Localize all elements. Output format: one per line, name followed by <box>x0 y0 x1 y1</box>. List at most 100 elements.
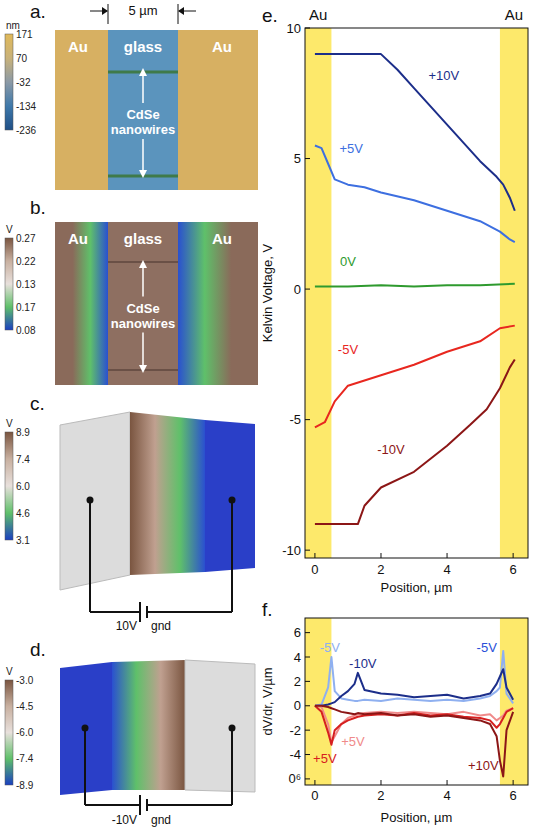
contact <box>82 725 89 732</box>
y-tick <box>305 730 310 731</box>
y-tick-label: 0 <box>294 282 301 297</box>
panel-label: e. <box>262 5 278 26</box>
line-label: +5V <box>340 141 364 156</box>
wire <box>90 611 140 613</box>
region-label: Au <box>309 6 327 23</box>
region-label: Au <box>505 6 523 23</box>
source-label: 10V <box>116 619 137 633</box>
plot-area <box>305 618 528 785</box>
x-tick <box>447 780 448 785</box>
arrow-head <box>102 7 108 15</box>
y-axis-title: Kelvin Voltage, V <box>260 244 275 343</box>
colorbar-label: 171 <box>16 29 33 40</box>
y-tick <box>305 550 310 551</box>
x-tick-label: 2 <box>377 562 384 577</box>
colorbar-label: -8.9 <box>16 780 34 791</box>
line-label: +5V <box>313 751 337 766</box>
surface-label: Au <box>68 230 88 247</box>
colorbar-label: 6.0 <box>16 481 30 492</box>
colorbar-label: 0.13 <box>16 279 36 290</box>
surface-label: Au <box>212 38 232 55</box>
gold-electrode <box>60 412 130 590</box>
x-tick <box>380 553 381 558</box>
y-tick <box>305 28 310 29</box>
line-label: -5V <box>338 342 359 357</box>
x-tick <box>513 780 514 785</box>
scale-tick <box>178 4 179 24</box>
y-tick <box>305 681 310 682</box>
x-tick-label: 6 <box>510 562 517 577</box>
panel-label: b. <box>30 197 46 218</box>
arrow-head <box>139 68 147 76</box>
surface-label: Au <box>212 230 232 247</box>
line-label: +10V <box>428 68 459 83</box>
x-tick <box>314 780 315 785</box>
nanowires <box>130 412 205 575</box>
x-axis-title: Position, µm <box>381 580 453 595</box>
line-label: 0V <box>340 254 356 269</box>
y-tick-label: 6 <box>294 625 301 640</box>
contact <box>229 725 236 732</box>
x-tick-label: 4 <box>443 788 450 803</box>
series-line <box>315 360 515 524</box>
gold-region <box>500 28 528 558</box>
y-tick <box>305 754 310 755</box>
y-tick-label: 5 <box>294 151 301 166</box>
gold-electrode <box>205 420 255 572</box>
colorbar-label: -6.0 <box>16 727 34 738</box>
colorbar-label: -32 <box>16 77 31 88</box>
word: nanowires <box>111 316 175 331</box>
line-label: -10V <box>349 656 377 671</box>
series-line <box>315 651 513 706</box>
x-tick <box>513 553 514 558</box>
panel-label: a. <box>30 1 46 22</box>
contact <box>87 497 94 504</box>
wire <box>84 728 86 805</box>
battery-plate <box>139 602 141 622</box>
series-line <box>315 145 515 242</box>
y-tick <box>305 158 310 159</box>
line-label: +5V <box>341 734 365 749</box>
colorbar-label: -4.5 <box>16 701 34 712</box>
series-line <box>315 669 513 706</box>
plot-area <box>305 28 528 558</box>
panel-label: d. <box>30 639 46 660</box>
colorbar-label: 3.1 <box>16 535 30 546</box>
y-tick-label: 10 <box>287 21 301 36</box>
y-tick <box>305 632 310 633</box>
series-line <box>315 284 515 287</box>
y-tick-label: -2 <box>289 723 301 738</box>
y-tick-label: -10 <box>282 543 301 558</box>
gold-electrode <box>178 222 258 385</box>
figure: a.nm17170-32-134-236AuglassAuCdSenanowir… <box>0 0 543 830</box>
y-tick-label: -4 <box>289 747 301 762</box>
battery-plate <box>139 795 141 815</box>
x-tick <box>447 553 448 558</box>
arrow-head <box>139 170 147 178</box>
x-tick-label: 2 <box>377 788 384 803</box>
surface-label: Au <box>68 38 88 55</box>
y-tick-label: 2 <box>294 674 301 689</box>
x-axis-title: Position, µm <box>381 810 453 825</box>
series-line <box>315 54 515 211</box>
colorbar-label: 0.17 <box>16 302 36 313</box>
wire <box>231 500 233 612</box>
colorbar-label: 0.08 <box>16 325 36 336</box>
wire <box>147 804 232 806</box>
x-tick-label: 6 <box>510 788 517 803</box>
x-tick <box>314 553 315 558</box>
colorbar-label: 8.9 <box>16 427 30 438</box>
line-label: +10V <box>468 758 499 773</box>
wire <box>231 728 233 805</box>
y-tick-label: 4 <box>294 650 301 665</box>
glass <box>108 30 178 190</box>
colorbar-unit: V <box>6 666 13 677</box>
nanowire-label: CdSenanowires <box>111 107 175 137</box>
y-tick-label: -5 <box>289 412 301 427</box>
line-label: -10V <box>377 442 405 457</box>
colorbar-unit: V <box>6 224 13 235</box>
wire <box>89 500 91 612</box>
colorbar-label: -134 <box>16 101 36 112</box>
gold-electrode <box>178 30 258 190</box>
gold-electrode <box>55 222 108 385</box>
